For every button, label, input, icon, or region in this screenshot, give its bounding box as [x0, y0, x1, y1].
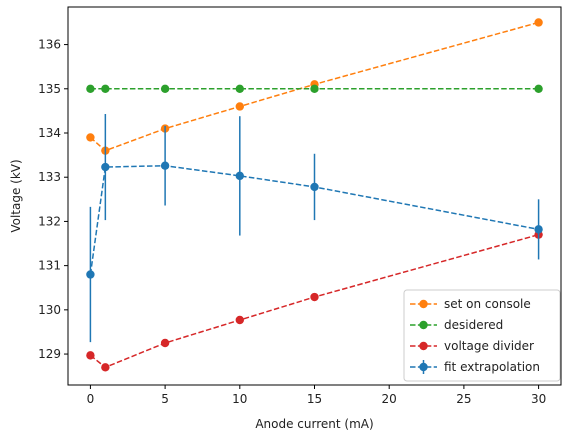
series-line	[89, 164, 539, 275]
y-tick-label: 130	[38, 303, 61, 317]
legend-item-desidered: desidered	[410, 318, 503, 332]
y-tick-label: 136	[38, 38, 61, 52]
data-point	[160, 338, 170, 348]
x-tick-label: 20	[382, 392, 397, 406]
legend-label: voltage divider	[444, 339, 534, 353]
data-point	[101, 363, 110, 372]
plot-area	[86, 18, 543, 372]
x-tick-label: 25	[456, 392, 471, 406]
legend-label: desidered	[444, 318, 503, 332]
data-point	[160, 161, 170, 170]
legend-swatch-marker	[419, 341, 428, 351]
y-tick-label: 129	[38, 347, 61, 361]
series-desidered	[86, 84, 543, 93]
y-tick-label: 133	[38, 170, 61, 184]
data-point	[160, 84, 170, 93]
data-point	[310, 84, 319, 93]
data-point	[310, 292, 319, 302]
data-point	[101, 162, 110, 172]
axes-ticks: 0 5 10 15 20 25 30 129 130 131 132 133 134 135 136	[38, 38, 546, 406]
legend-label: fit extrapolation	[444, 360, 540, 374]
y-tick-label: 131	[38, 259, 61, 273]
x-tick-label: 30	[531, 392, 546, 406]
legend-item-voltage-divider: voltage divider	[410, 339, 534, 353]
data-point	[86, 84, 95, 93]
axes-frame	[67, 6, 562, 386]
y-tick-label: 135	[38, 82, 61, 96]
data-point	[86, 351, 95, 360]
data-point	[101, 84, 110, 93]
x-tick-label: 10	[232, 392, 247, 406]
legend: set on console desidered voltage divider fi…	[403, 289, 561, 382]
data-point	[310, 182, 319, 192]
y-axis-label: Voltage (kV)	[9, 159, 23, 232]
data-point	[86, 270, 95, 279]
legend-swatch-marker	[419, 320, 428, 330]
legend-swatch-marker	[419, 299, 428, 309]
x-tick-label: 0	[87, 392, 95, 406]
data-point	[86, 133, 95, 142]
x-axis-label: Anode current (mA)	[255, 417, 373, 431]
legend-item-fit-extrapolation: fit extrapolation	[410, 360, 540, 374]
y-tick-label: 134	[38, 126, 61, 140]
x-tick-label: 15	[307, 392, 322, 406]
data-point	[235, 84, 245, 93]
legend-label: set on console	[444, 297, 531, 311]
legend-item-set-on-console: set on console	[410, 297, 531, 311]
data-point	[534, 18, 543, 27]
series-voltage-divider	[86, 230, 543, 372]
data-point	[235, 315, 245, 325]
data-point	[534, 84, 543, 93]
legend-box	[403, 289, 561, 382]
x-tick-label: 5	[161, 392, 169, 406]
data-point	[235, 102, 245, 111]
series-set-on-console	[86, 18, 543, 155]
legend-swatch-marker	[419, 362, 428, 372]
data-point	[534, 225, 543, 234]
series-fit-extrapolation	[86, 113, 543, 343]
y-tick-label: 132	[38, 214, 61, 228]
data-point	[235, 171, 245, 181]
